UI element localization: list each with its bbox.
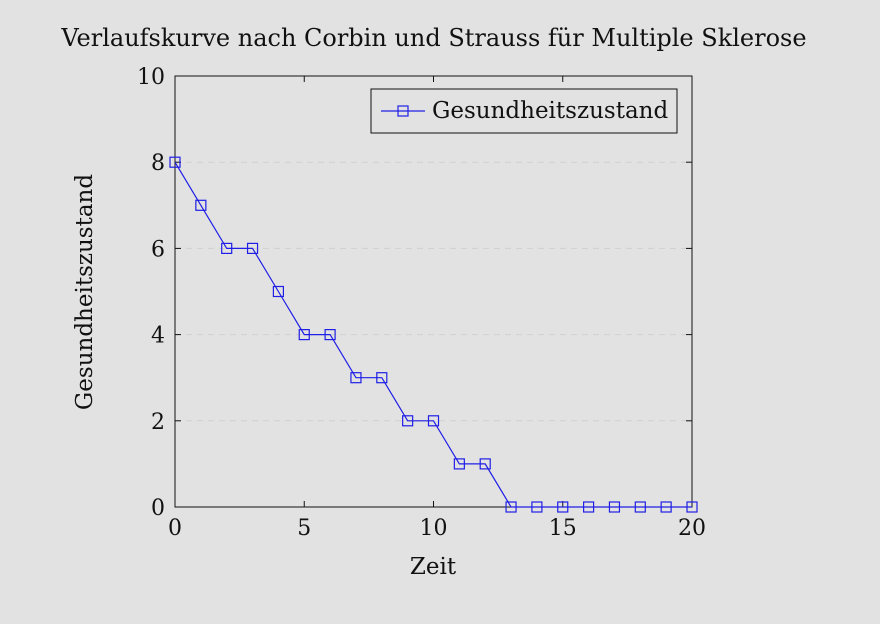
legend-marker xyxy=(397,105,409,117)
data-point-7 xyxy=(350,372,362,384)
x-tick-label-10: 10 xyxy=(420,516,448,541)
data-point-19 xyxy=(660,501,672,513)
data-point-15 xyxy=(557,501,569,513)
grid-lines xyxy=(175,161,692,422)
data-point-16 xyxy=(582,501,595,513)
data-point-14 xyxy=(531,501,543,513)
y-tick-label-4: 4 xyxy=(151,324,165,349)
series-layer xyxy=(169,156,698,513)
x-tick-label-5: 5 xyxy=(297,516,311,541)
axis-ticks xyxy=(174,75,693,508)
x-axis-label: Zeit xyxy=(410,554,457,580)
data-point-1 xyxy=(195,199,207,211)
data-point-13 xyxy=(505,501,517,513)
y-tick-label-0: 0 xyxy=(151,496,165,521)
data-point-12 xyxy=(479,458,491,470)
data-point-4 xyxy=(272,285,284,298)
data-point-18 xyxy=(634,501,646,513)
data-point-2 xyxy=(221,242,233,254)
y-axis-label: Gesundheitszustand xyxy=(72,174,98,410)
series-line-0 xyxy=(174,161,692,508)
x-tick-label-15: 15 xyxy=(549,516,577,541)
plot-frame xyxy=(174,75,693,508)
data-point-0 xyxy=(169,156,181,168)
legend-label: Gesundheitszustand xyxy=(432,98,668,124)
y-tick-label-6: 6 xyxy=(151,237,165,262)
y-tick-label-10: 10 xyxy=(137,65,165,90)
x-tick-label-0: 0 xyxy=(168,516,182,541)
data-point-9 xyxy=(402,415,414,427)
data-point-10 xyxy=(427,415,440,427)
data-point-6 xyxy=(324,329,336,341)
chart-title: Verlaufskurve nach Corbin und Strauss fü… xyxy=(60,24,806,52)
data-point-3 xyxy=(246,242,259,254)
y-tick-label-2: 2 xyxy=(151,410,165,435)
data-point-17 xyxy=(608,501,621,513)
y-tick-label-8: 8 xyxy=(151,151,165,176)
tick-labels: 0 5 10 15 20 0 2 4 6 8 10 xyxy=(137,65,706,541)
data-point-5 xyxy=(298,329,310,341)
x-tick-label-20: 20 xyxy=(678,516,706,541)
data-point-11 xyxy=(453,458,465,470)
data-point-8 xyxy=(376,372,388,384)
data-point-20 xyxy=(686,501,698,513)
legend: Gesundheitszustand xyxy=(370,88,678,134)
